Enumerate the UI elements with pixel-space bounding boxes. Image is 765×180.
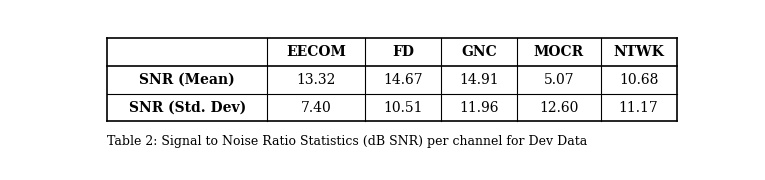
Text: 10.68: 10.68 bbox=[619, 73, 658, 87]
Text: 10.51: 10.51 bbox=[383, 101, 423, 114]
Text: 11.96: 11.96 bbox=[459, 101, 499, 114]
Text: SNR (Mean): SNR (Mean) bbox=[139, 73, 235, 87]
Text: 13.32: 13.32 bbox=[296, 73, 336, 87]
Text: 14.91: 14.91 bbox=[459, 73, 499, 87]
Text: NTWK: NTWK bbox=[613, 45, 664, 59]
Text: 14.67: 14.67 bbox=[383, 73, 423, 87]
Text: 12.60: 12.60 bbox=[539, 101, 578, 114]
Text: 7.40: 7.40 bbox=[301, 101, 331, 114]
Text: 11.17: 11.17 bbox=[619, 101, 659, 114]
Text: SNR (Std. Dev): SNR (Std. Dev) bbox=[129, 101, 246, 114]
Text: FD: FD bbox=[392, 45, 414, 59]
Text: 5.07: 5.07 bbox=[543, 73, 575, 87]
Text: MOCR: MOCR bbox=[534, 45, 584, 59]
Text: EECOM: EECOM bbox=[286, 45, 346, 59]
Text: Table 2: Signal to Noise Ratio Statistics (dB SNR) per channel for Dev Data: Table 2: Signal to Noise Ratio Statistic… bbox=[107, 135, 588, 148]
Text: GNC: GNC bbox=[461, 45, 497, 59]
